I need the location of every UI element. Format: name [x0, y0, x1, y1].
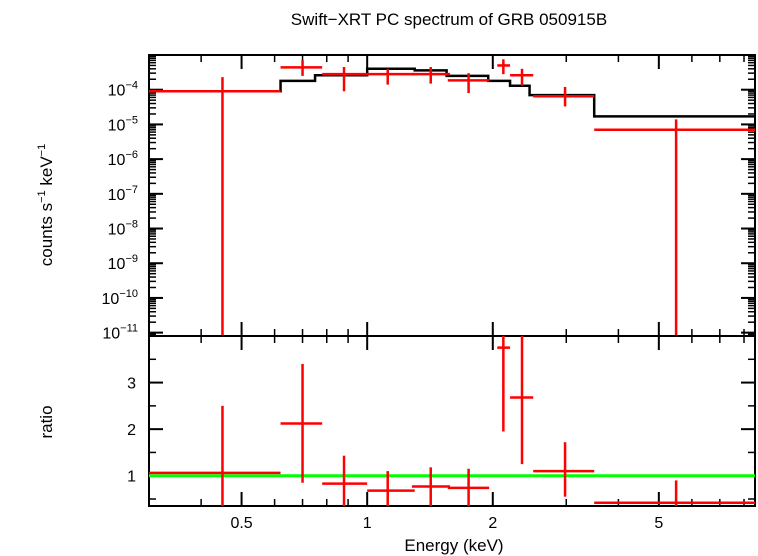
chart-title: Swift−XRT PC spectrum of GRB 050915B: [291, 10, 607, 29]
ratio-frame: [148, 335, 756, 507]
top-y-label-exp2: −1: [36, 144, 48, 157]
x-axis-label: Energy (keV): [404, 536, 503, 555]
data-point: [497, 59, 511, 75]
top-y-label-base: counts s: [37, 203, 56, 266]
ratio-point: [533, 442, 595, 497]
ratio-point: [280, 363, 323, 483]
data-point: [510, 68, 534, 86]
ratio-point: [322, 455, 368, 506]
y-tick-label: 10−5: [108, 114, 138, 134]
y-tick-label: 10−11: [102, 323, 138, 343]
data-point: [322, 67, 368, 92]
top-y-label-mid: keV: [37, 156, 56, 191]
ratio-point: [411, 467, 451, 506]
ratio-point: [447, 468, 490, 506]
ratio-point: [510, 336, 534, 465]
counts-panel: 10−4 10−5 10−6 10−7 10−8 10−9 10−10 10−11: [102, 54, 756, 343]
ratio-panel: 0.5 1 2 5 1 2 3: [127, 335, 756, 532]
ratio-point: [594, 480, 755, 506]
x-tick-label: 0.5: [230, 515, 252, 532]
data-point: [533, 86, 595, 107]
data-point: [280, 60, 323, 76]
data-point: [447, 73, 490, 94]
data-point: [411, 67, 451, 84]
top-y-label-exp1: −1: [36, 190, 48, 203]
x-tick-label: 2: [488, 515, 497, 532]
model-step-line: [149, 67, 755, 118]
ratio-point: [497, 336, 511, 432]
y-tick-label: 10−4: [108, 80, 138, 100]
ratio-tick-label: 1: [127, 469, 136, 486]
y-tick-label: 10−6: [108, 149, 138, 169]
top-frame: [148, 54, 756, 337]
data-point: [594, 119, 755, 336]
x-tick-label: 1: [363, 515, 372, 532]
y-tick-label: 10−10: [102, 288, 138, 308]
ratio-tick-label: 2: [127, 422, 136, 439]
ratio-axis-label: ratio: [37, 405, 56, 438]
data-point: [149, 77, 281, 336]
ratio-point: [367, 471, 415, 506]
top-y-axis-label: counts s−1 keV−1: [36, 144, 56, 266]
y-tick-label: 10−8: [108, 219, 138, 239]
y-tick-label: 10−9: [108, 253, 138, 273]
y-tick-label: 10−7: [108, 184, 138, 204]
ratio-point: [149, 405, 281, 506]
data-point: [367, 68, 415, 85]
ratio-tick-label: 3: [127, 376, 136, 393]
x-tick-label: 5: [654, 515, 663, 532]
